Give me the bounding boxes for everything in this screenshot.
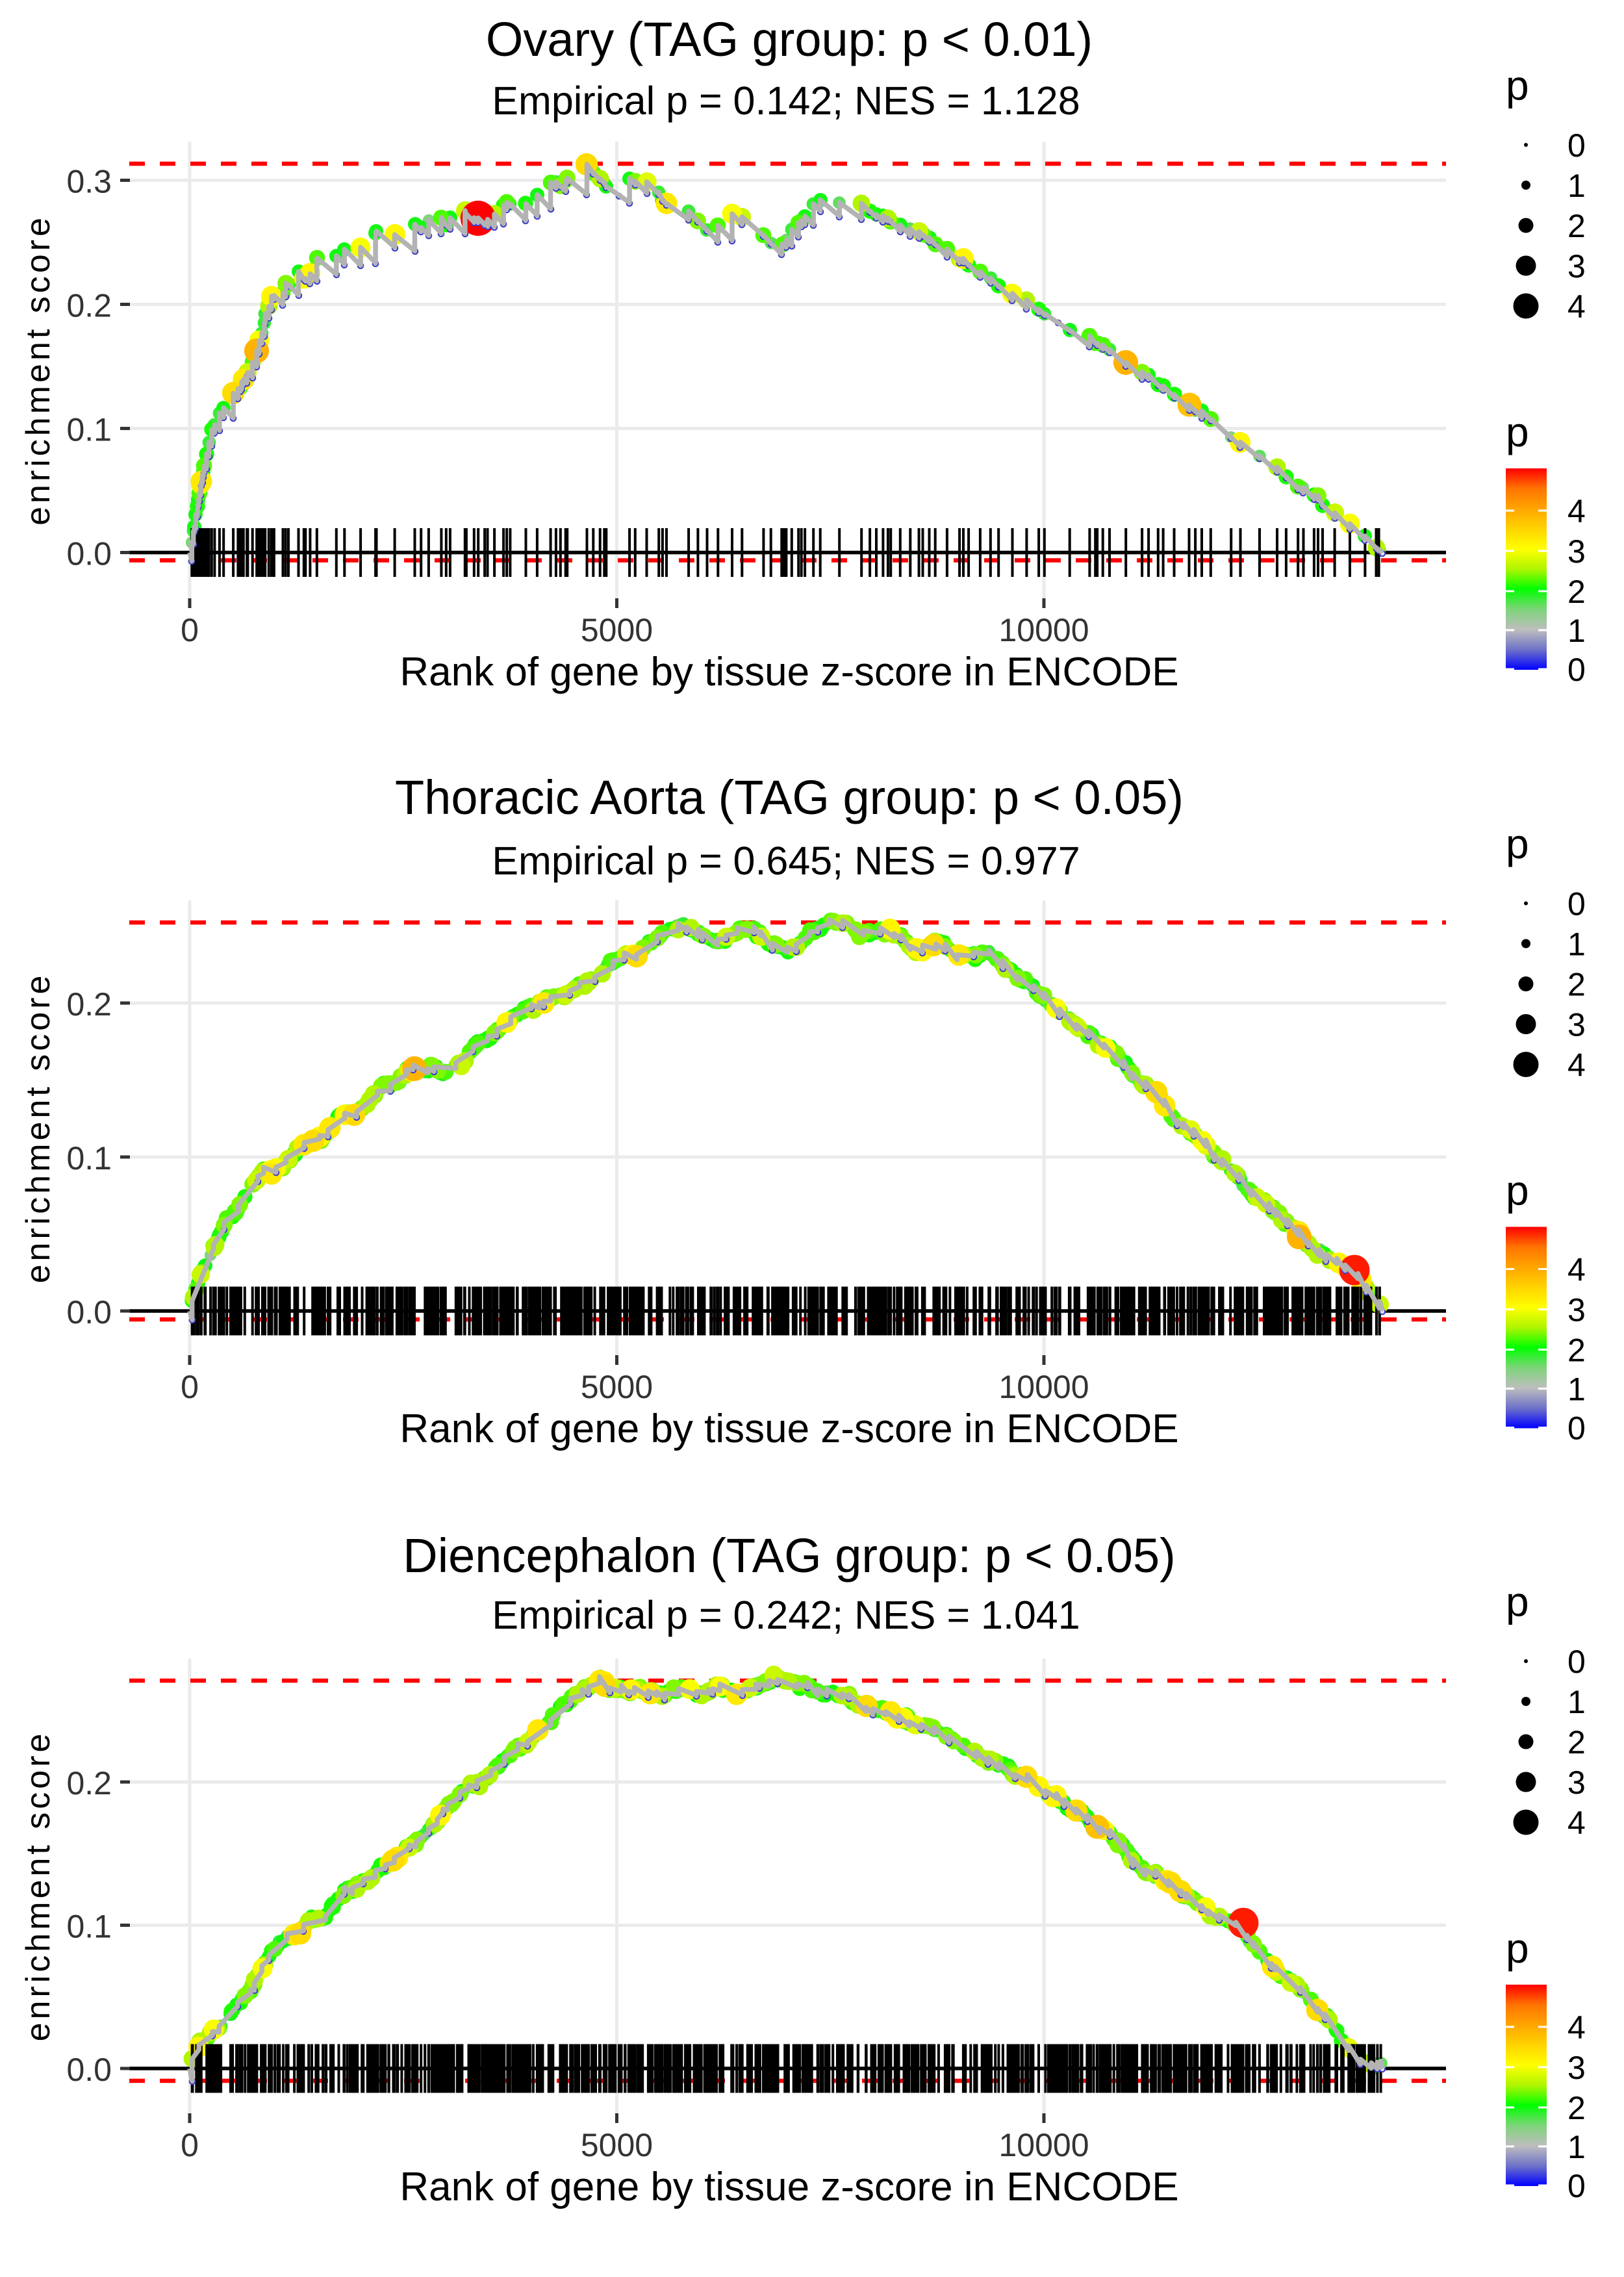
svg-text:0.2: 0.2 <box>66 288 112 324</box>
svg-text:2: 2 <box>1567 1332 1586 1369</box>
svg-text:3: 3 <box>1567 1764 1586 1801</box>
svg-text:0.0: 0.0 <box>66 536 112 572</box>
svg-text:Ovary (TAG group: p < 0.01): Ovary (TAG group: p < 0.01) <box>486 12 1093 66</box>
svg-text:Thoracic Aorta (TAG group: p <: Thoracic Aorta (TAG group: p < 0.05) <box>395 770 1184 824</box>
svg-text:3: 3 <box>1567 1007 1586 1043</box>
svg-text:Rank of gene by tissue z-score: Rank of gene by tissue z-score in ENCODE <box>400 1406 1178 1451</box>
svg-text:0: 0 <box>1567 1410 1586 1447</box>
svg-text:Empirical p = 0.242; NES = 1.0: Empirical p = 0.242; NES = 1.041 <box>492 1593 1080 1637</box>
svg-text:0: 0 <box>181 612 199 648</box>
svg-text:0.0: 0.0 <box>66 2052 112 2088</box>
svg-text:Rank of gene by tissue z-score: Rank of gene by tissue z-score in ENCODE <box>400 2165 1178 2209</box>
svg-text:0.2: 0.2 <box>66 1765 112 1801</box>
svg-text:2: 2 <box>1567 1724 1586 1761</box>
svg-text:0: 0 <box>181 2127 199 2163</box>
svg-text:Rank of gene by tissue z-score: Rank of gene by tissue z-score in ENCODE <box>400 650 1178 694</box>
svg-text:3: 3 <box>1567 1292 1586 1329</box>
svg-text:3: 3 <box>1567 248 1586 285</box>
svg-text:3: 3 <box>1567 533 1586 570</box>
svg-text:4: 4 <box>1567 1047 1586 1084</box>
svg-text:Empirical p = 0.645; NES = 0.9: Empirical p = 0.645; NES = 0.977 <box>492 839 1080 883</box>
svg-text:1: 1 <box>1567 2129 1586 2165</box>
svg-text:0: 0 <box>181 1369 199 1405</box>
svg-text:0.0: 0.0 <box>66 1294 112 1330</box>
svg-text:4: 4 <box>1567 1805 1586 1841</box>
svg-text:5000: 5000 <box>581 1369 653 1405</box>
svg-text:5000: 5000 <box>581 612 653 648</box>
svg-text:p: p <box>1506 409 1529 455</box>
svg-text:p: p <box>1506 1167 1529 1214</box>
svg-text:0.1: 0.1 <box>66 412 112 448</box>
svg-text:p: p <box>1506 62 1529 109</box>
svg-text:0: 0 <box>1567 2168 1586 2204</box>
svg-text:0.1: 0.1 <box>66 1140 112 1177</box>
svg-text:4: 4 <box>1567 1252 1586 1288</box>
svg-text:10000: 10000 <box>998 1369 1089 1405</box>
svg-text:0.3: 0.3 <box>66 164 112 200</box>
svg-text:1: 1 <box>1567 1371 1586 1408</box>
svg-text:0: 0 <box>1567 127 1586 164</box>
svg-text:1: 1 <box>1567 613 1586 649</box>
svg-text:Diencephalon (TAG group: p < 0: Diencephalon (TAG group: p < 0.05) <box>403 1529 1176 1583</box>
svg-text:0: 0 <box>1567 886 1586 922</box>
svg-text:4: 4 <box>1567 493 1586 529</box>
svg-text:2: 2 <box>1567 967 1586 1003</box>
svg-text:0: 0 <box>1567 1644 1586 1680</box>
svg-text:2: 2 <box>1567 574 1586 610</box>
svg-text:2: 2 <box>1567 2090 1586 2126</box>
svg-text:3: 3 <box>1567 2050 1586 2086</box>
svg-text:enrichment score: enrichment score <box>19 1731 57 2042</box>
svg-text:1: 1 <box>1567 1684 1586 1720</box>
svg-text:p: p <box>1506 1579 1529 1625</box>
svg-text:1: 1 <box>1567 926 1586 963</box>
svg-text:10000: 10000 <box>998 2127 1089 2163</box>
svg-text:enrichment score: enrichment score <box>19 214 57 526</box>
svg-text:Empirical p = 0.142; NES = 1.1: Empirical p = 0.142; NES = 1.128 <box>492 79 1080 123</box>
svg-text:1: 1 <box>1567 168 1586 204</box>
svg-text:10000: 10000 <box>998 612 1089 648</box>
svg-text:4: 4 <box>1567 288 1586 325</box>
svg-text:4: 4 <box>1567 2009 1586 2046</box>
svg-text:5000: 5000 <box>581 2127 653 2163</box>
svg-text:p: p <box>1506 1925 1529 1972</box>
svg-text:0: 0 <box>1567 652 1586 688</box>
svg-text:2: 2 <box>1567 208 1586 244</box>
svg-text:enrichment score: enrichment score <box>19 973 57 1284</box>
svg-text:p: p <box>1506 820 1529 867</box>
svg-text:0.1: 0.1 <box>66 1909 112 1945</box>
svg-text:0.2: 0.2 <box>66 986 112 1023</box>
